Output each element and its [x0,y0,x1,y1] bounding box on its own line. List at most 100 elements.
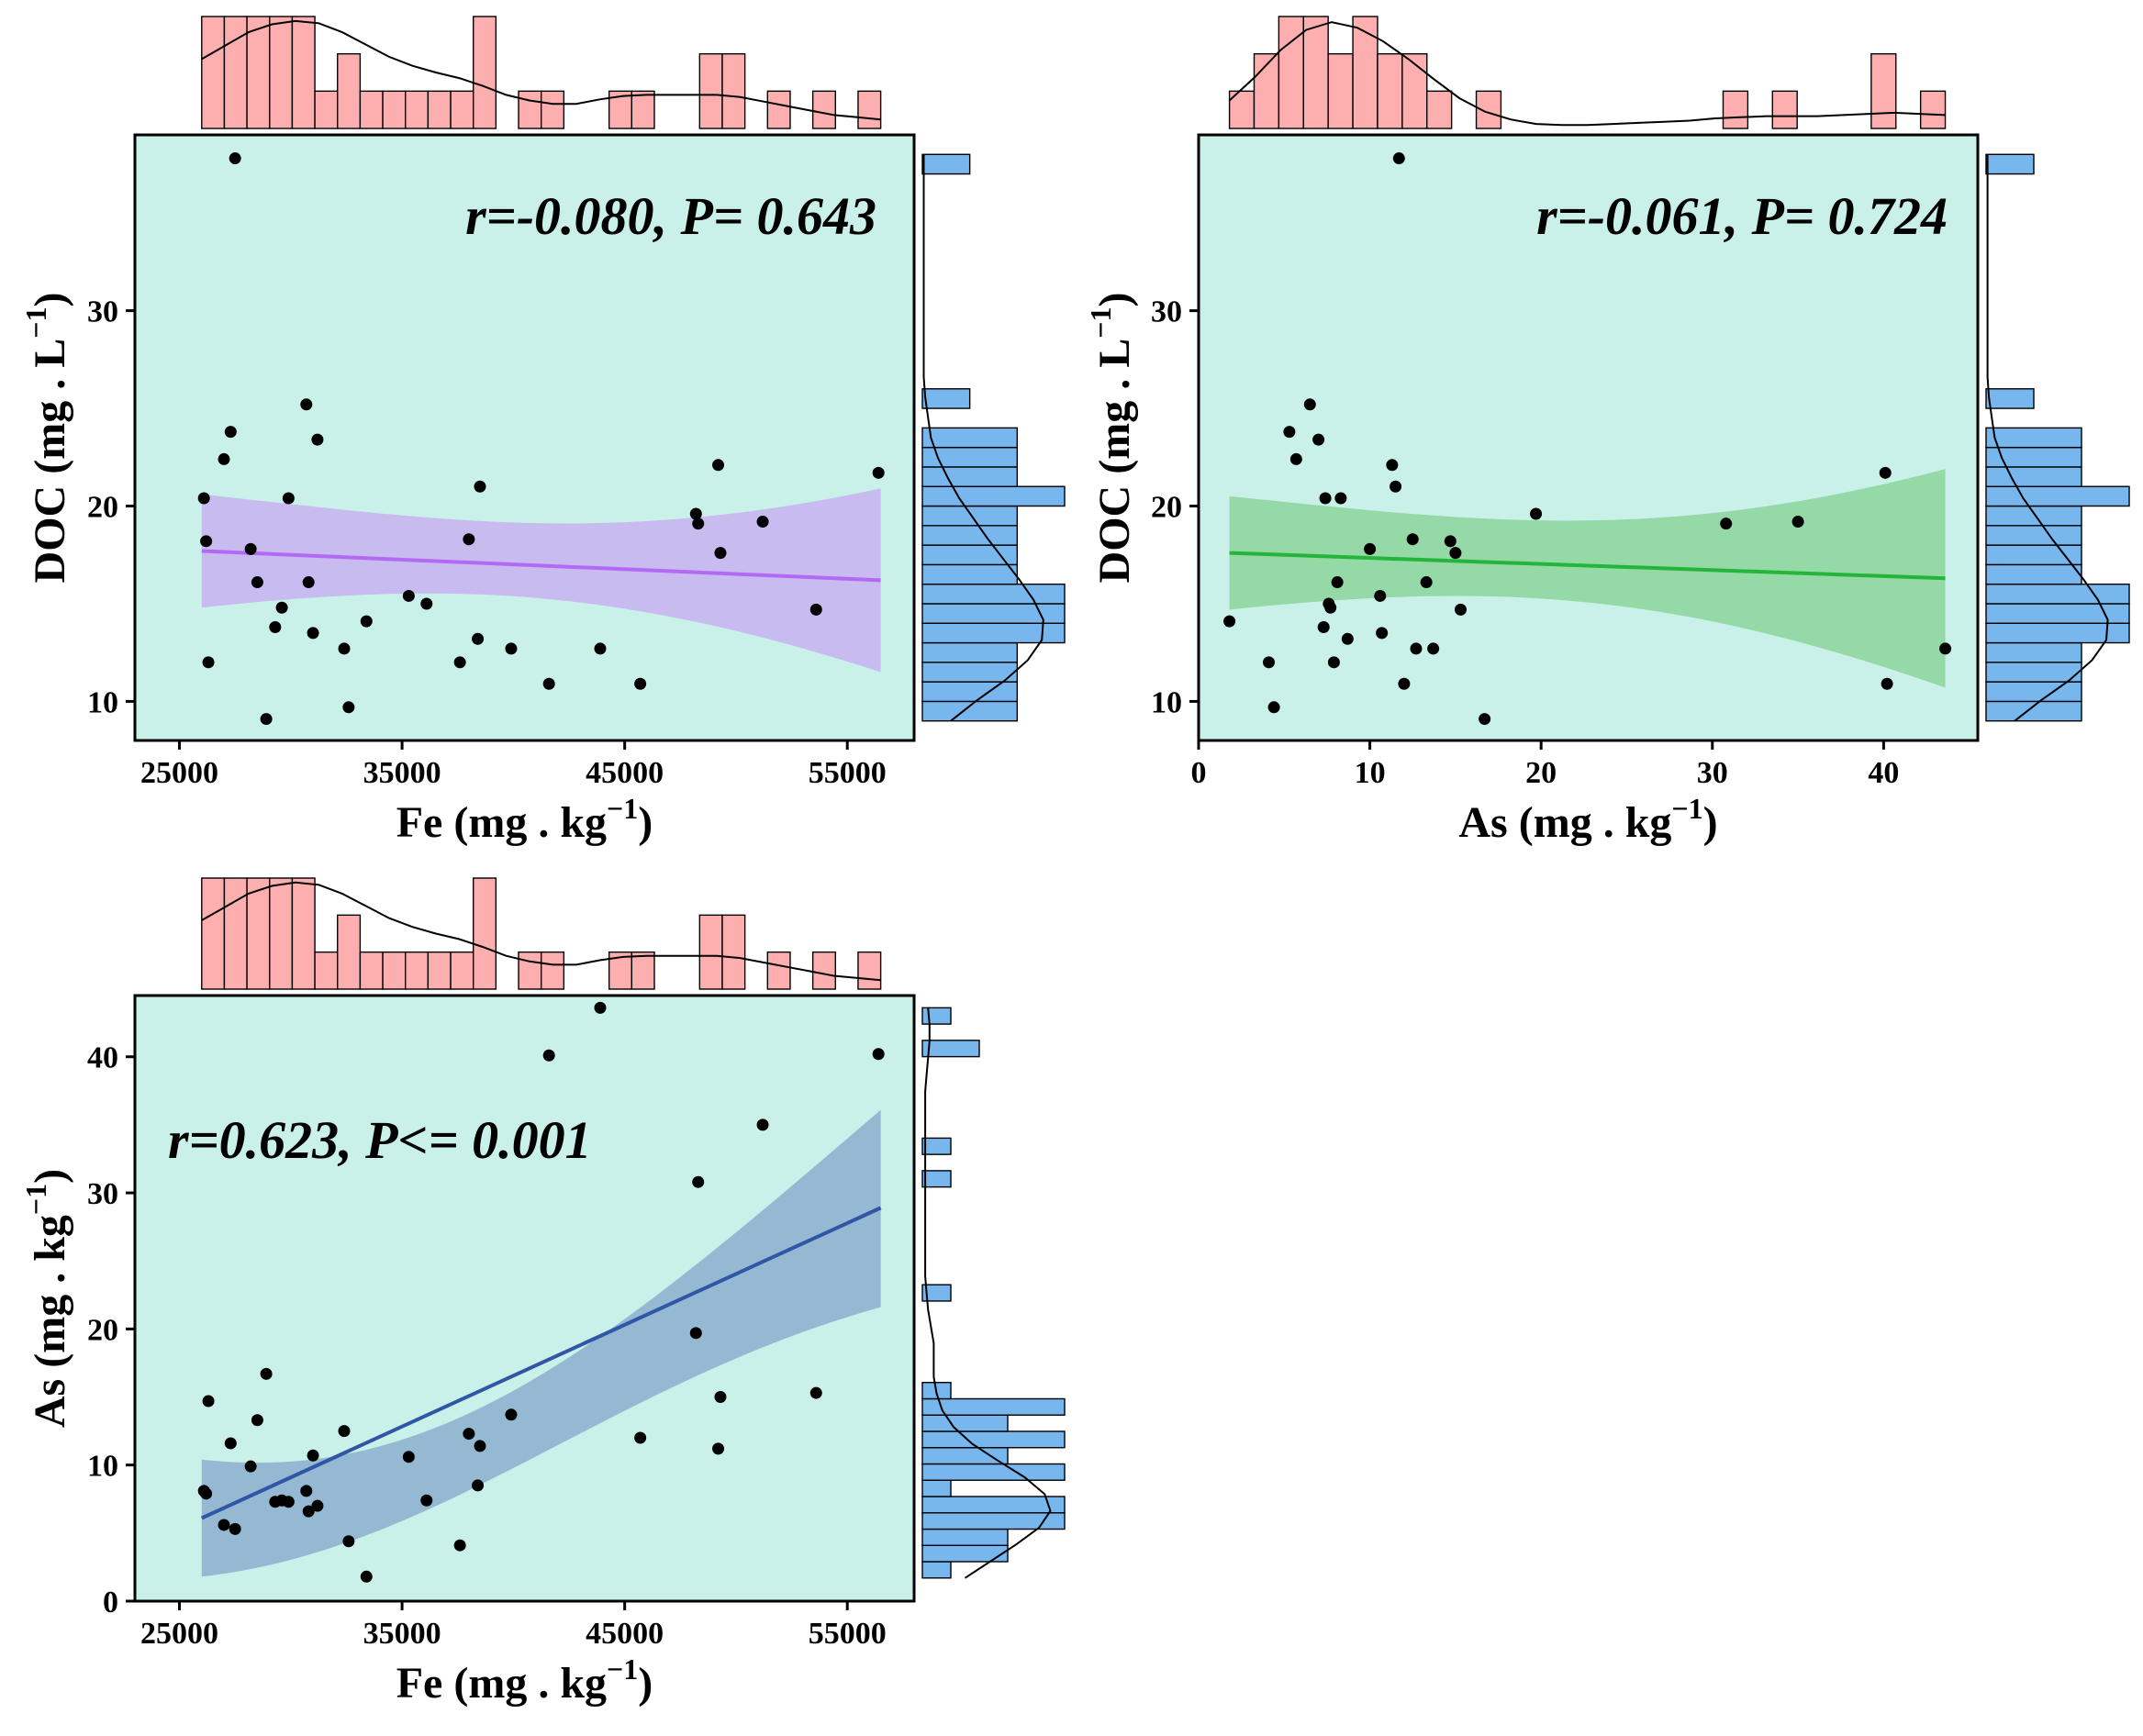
data-point [244,1460,257,1473]
top-hist-bar [201,877,226,990]
y-tick-label: 30 [87,295,118,329]
data-point [714,547,727,560]
x-tick-label: 30 [1697,756,1728,790]
data-point [1327,656,1340,669]
y-tick-label: 30 [87,1177,118,1211]
side-hist-bar [921,662,1019,683]
top-hist-bar [359,90,384,129]
data-point [809,1386,822,1399]
panel-as-vs-fe: 25000 35000 45000 55000 0 10 20 30 40 Fe (mg . kg… [19,877,1066,1708]
data-point [1374,589,1387,602]
data-point [360,615,373,628]
confidence-band [201,488,881,673]
data-point [338,1425,351,1438]
scatter-points [197,1001,885,1583]
top-hist-bar [405,951,430,990]
data-point [1939,642,1952,655]
top-hist-bar [1352,16,1378,129]
top-density-curve [201,19,881,121]
side-hist-bar [921,700,1019,722]
side-hist-bar [1985,153,2035,175]
side-density-curve [922,154,1044,722]
data-point [342,1535,355,1548]
top-hist-bar [246,16,271,129]
side-hist-bar [1985,563,2082,585]
data-point [200,1487,213,1500]
x-axis: 25000 35000 45000 55000 [140,740,887,790]
regression-line [1229,551,1946,581]
correlation-annotation: r=-0.080, P= 0.643 [465,186,876,246]
top-hist-bar [246,877,271,990]
x-tick-label: 10 [1355,756,1386,790]
data-point [689,1327,702,1340]
side-hist-bar [921,1137,952,1155]
top-hist-bar [1919,90,1947,129]
top-hist-bar [1253,52,1280,129]
data-point [260,713,273,726]
side-hist-bar [921,1170,952,1188]
data-point [275,601,288,614]
side-hist-bar [921,1479,952,1497]
top-hist-bar [314,951,339,990]
data-point [1223,615,1236,628]
data-point [463,533,475,546]
top-hist-bar [382,951,407,990]
data-point [1879,466,1892,479]
side-hist-bar [1985,681,2082,703]
side-hist-bar [921,681,1019,703]
y-tick-label: 0 [103,1586,118,1619]
side-hist-bar [921,544,1019,566]
y-tick-label: 20 [87,491,118,525]
data-point [1530,507,1543,520]
data-point [474,480,486,493]
side-hist-bar [921,583,1066,605]
top-hist-bar [1327,52,1354,129]
data-point [756,1118,769,1131]
top-hist-bar [1401,52,1428,129]
data-point [1420,576,1433,589]
data-point [342,701,355,714]
data-point [453,656,466,669]
y-axis-label: DOC (mg . L−1) [1084,293,1139,584]
scatter-points [197,152,885,726]
data-point [302,576,315,589]
side-hist-bar [921,1397,1066,1416]
top-marginal-histogram [1228,16,1947,129]
top-hist-bar [1870,52,1897,129]
data-point [1324,601,1337,614]
plot-frame [1197,133,1980,742]
data-point [1390,480,1402,493]
side-hist-bar [921,1447,1009,1465]
data-point [200,535,213,548]
scatter-points [1223,152,1952,726]
data-point [1312,433,1325,446]
top-hist-bar [721,52,746,129]
top-density-curve [1228,21,1946,127]
data-point [1444,535,1457,548]
top-hist-bar [427,951,452,990]
data-point [202,656,215,669]
regression-line [200,1206,882,1520]
plot-frame [133,994,916,1603]
x-tick-label: 25000 [140,756,218,790]
top-hist-bar [698,52,723,129]
side-hist-bar [921,1007,952,1025]
top-hist-bar [223,877,248,990]
side-marginal-histogram [921,153,1066,722]
data-point [1406,533,1419,546]
data-point [402,1451,415,1463]
data-point [463,1428,475,1441]
data-point [251,576,263,589]
side-hist-bar [1985,544,2082,566]
data-point [712,1442,725,1455]
data-point [689,507,702,520]
top-hist-bar [857,951,882,990]
y-tick-label: 20 [87,1313,118,1347]
data-point [594,1001,607,1014]
top-hist-bar [1302,16,1329,129]
data-point [1398,677,1411,690]
data-point [692,517,705,530]
x-tick-label: 45000 [586,1617,664,1651]
top-hist-bar [721,914,746,990]
side-hist-bar [921,466,1019,487]
